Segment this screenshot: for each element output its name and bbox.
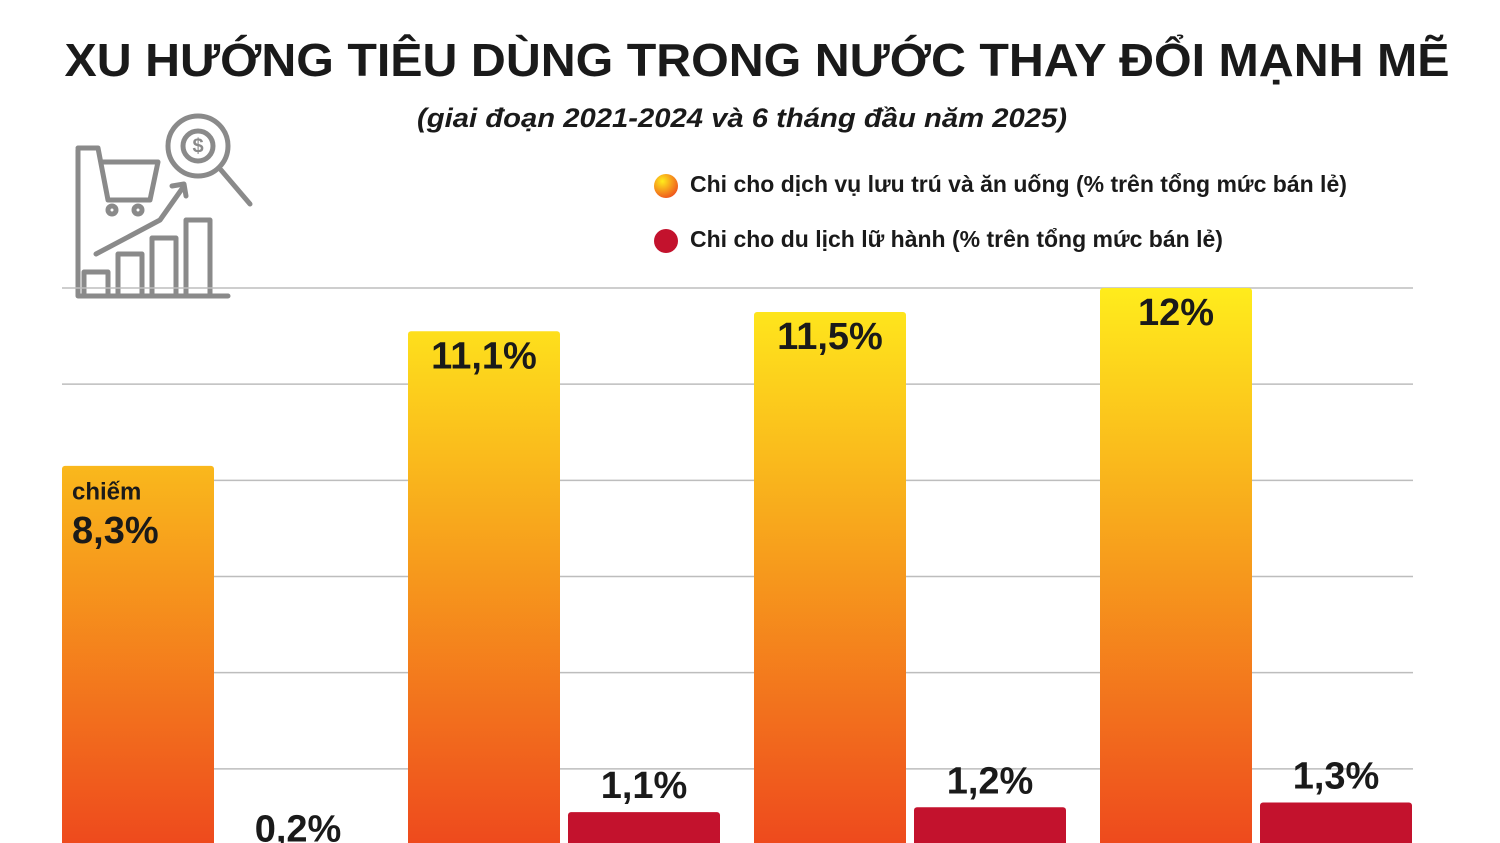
value-label: 1,2% [947,760,1034,802]
legend-label: Chi cho du lịch lữ hành (% trên tổng mức… [690,226,1223,252]
bar [568,812,720,843]
legend-marker [654,229,678,253]
value-label: 11,5% [777,316,883,358]
bar [408,331,560,843]
shopping-icon [75,113,253,299]
chart-subtitle: (giai đoạn 2021-2024 và 6 tháng đầu năm … [417,103,1067,133]
value-label: 12% [1138,292,1214,334]
bar [914,807,1066,843]
legend-marker [654,174,678,198]
chart-title: XU HƯỚNG TIÊU DÙNG TRONG NƯỚC THAY ĐỔI M… [65,34,1450,86]
bar [1260,802,1412,843]
bar [62,465,214,843]
value-label: 8,3% [72,510,159,552]
legend-label: Chi cho dịch vụ lưu trú và ăn uống (% tr… [690,171,1347,197]
value-label: 1,1% [601,765,688,807]
value-label: 1,3% [1293,756,1380,798]
bar [754,312,906,843]
bar [1100,288,1252,843]
value-label: 0,2% [255,808,342,843]
annotation: chiếm [72,478,141,505]
value-label: 11,1% [431,335,537,377]
dollar-icon: $ [192,135,203,157]
